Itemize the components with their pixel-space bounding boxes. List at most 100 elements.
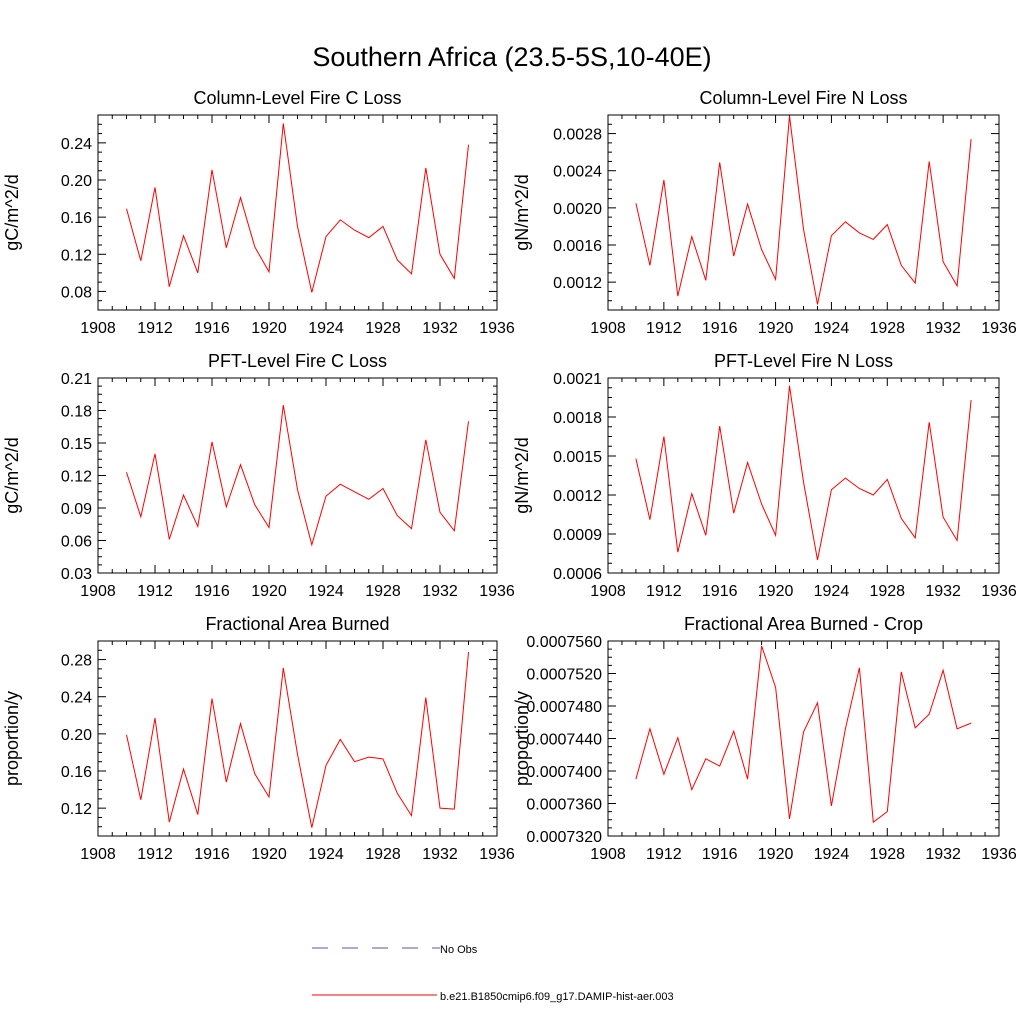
y-tick-label: 0.0007400 xyxy=(526,764,602,781)
y-axis-label: gC/m^2/d xyxy=(2,437,22,513)
x-tick-label: 1932 xyxy=(925,320,961,337)
y-axis-label: gN/m^2/d xyxy=(512,174,532,250)
series-line xyxy=(126,405,469,547)
x-tick-label: 1936 xyxy=(479,583,515,600)
panel-2: Column-Level Fire N Loss gN/m^2/d 1908 1912… xyxy=(512,88,1017,337)
plot-frame xyxy=(607,114,1000,311)
y-tick-label: 0.28 xyxy=(61,653,92,670)
x-tick-label: 1912 xyxy=(646,583,682,600)
plot-frame xyxy=(607,377,1000,574)
y-axis-label: proportion/y xyxy=(512,691,532,786)
panel-title: Column-Level Fire C Loss xyxy=(193,88,401,108)
x-tick-label: 1928 xyxy=(365,846,401,863)
series-line xyxy=(635,385,972,561)
y-tick-label: 0.24 xyxy=(61,136,92,153)
y-axis-label: gC/m^2/d xyxy=(2,174,22,250)
y-axis-label: gN/m^2/d xyxy=(512,437,532,513)
panel-6: Fractional Area Burned - Crop proportion/… xyxy=(512,614,1017,863)
x-tick-label: 1928 xyxy=(869,583,905,600)
x-tick-label: 1916 xyxy=(194,846,230,863)
x-tick-label: 1924 xyxy=(814,583,850,600)
y-tick-label: 0.16 xyxy=(61,210,92,227)
x-tick-label: 1912 xyxy=(646,846,682,863)
y-tick-label: 0.09 xyxy=(61,501,92,518)
x-tick-label: 1908 xyxy=(590,846,626,863)
x-tick-label: 1908 xyxy=(80,583,116,600)
y-tick-label: 0.20 xyxy=(61,727,92,744)
y-tick-label: 0.0021 xyxy=(553,371,602,388)
y-tick-label: 0.21 xyxy=(61,371,92,388)
x-tick-label: 1924 xyxy=(814,320,850,337)
x-tick-label: 1936 xyxy=(479,846,515,863)
x-tick-label: 1912 xyxy=(137,846,173,863)
y-tick-label: 0.15 xyxy=(61,436,92,453)
x-tick-label: 1936 xyxy=(981,846,1017,863)
y-tick-label: 0.12 xyxy=(61,247,92,264)
plot-frame xyxy=(607,640,1000,837)
x-tick-label: 1908 xyxy=(590,320,626,337)
y-tick-label: 0.16 xyxy=(61,764,92,781)
x-tick-label: 1928 xyxy=(869,846,905,863)
x-tick-label: 1932 xyxy=(422,846,458,863)
legend-series-label: b.e21.B1850cmip6.f09_g17.DAMIP-hist-aer.… xyxy=(440,991,674,1003)
y-tick-label: 0.0007520 xyxy=(526,667,602,684)
x-tick-label: 1912 xyxy=(137,320,173,337)
x-tick-label: 1932 xyxy=(925,583,961,600)
x-tick-label: 1924 xyxy=(814,846,850,863)
y-tick-label: 0.0018 xyxy=(553,410,602,427)
series-line xyxy=(635,645,972,824)
y-tick-label: 0.0007560 xyxy=(526,634,602,651)
y-tick-label: 0.08 xyxy=(61,284,92,301)
x-tick-label: 1924 xyxy=(308,320,344,337)
x-tick-label: 1924 xyxy=(308,846,344,863)
y-tick-label: 0.0028 xyxy=(553,127,602,144)
x-tick-label: 1908 xyxy=(590,583,626,600)
x-tick-label: 1936 xyxy=(981,320,1017,337)
panel-title: Fractional Area Burned xyxy=(205,614,389,634)
y-tick-label: 0.0007480 xyxy=(526,699,602,716)
x-tick-label: 1916 xyxy=(194,583,230,600)
y-tick-label: 0.0007320 xyxy=(526,829,602,846)
y-tick-label: 0.0007360 xyxy=(526,797,602,814)
panels: Column-Level Fire C Loss gC/m^2/d 1908 1912… xyxy=(2,88,1017,863)
x-tick-label: 1920 xyxy=(251,846,287,863)
y-tick-label: 0.24 xyxy=(61,690,92,707)
series-line xyxy=(635,115,972,305)
y-tick-label: 0.0020 xyxy=(553,201,602,218)
plot-frame xyxy=(97,114,498,311)
x-tick-label: 1932 xyxy=(422,583,458,600)
x-tick-label: 1920 xyxy=(758,846,794,863)
x-tick-label: 1920 xyxy=(758,583,794,600)
panel-4: PFT-Level Fire N Loss gN/m^2/d 1908 1912 191… xyxy=(512,351,1017,600)
x-tick-label: 1924 xyxy=(308,583,344,600)
y-tick-label: 0.06 xyxy=(61,534,92,551)
y-tick-label: 0.0012 xyxy=(553,275,602,292)
x-tick-label: 1920 xyxy=(251,320,287,337)
series-line xyxy=(126,123,469,293)
panel-title: Column-Level Fire N Loss xyxy=(699,88,907,108)
x-tick-label: 1912 xyxy=(137,583,173,600)
y-tick-label: 0.0012 xyxy=(553,488,602,505)
panel-3: PFT-Level Fire C Loss gC/m^2/d 1908 1912 191… xyxy=(2,351,515,600)
y-tick-label: 0.12 xyxy=(61,801,92,818)
y-tick-label: 0.0016 xyxy=(553,238,602,255)
y-tick-label: 0.0007440 xyxy=(526,732,602,749)
x-tick-label: 1932 xyxy=(925,846,961,863)
x-tick-label: 1928 xyxy=(365,583,401,600)
panel-1: Column-Level Fire C Loss gC/m^2/d 1908 1912… xyxy=(2,88,515,337)
y-tick-label: 0.18 xyxy=(61,404,92,421)
y-tick-label: 0.0015 xyxy=(553,449,602,466)
y-axis-label: proportion/y xyxy=(2,691,22,786)
panel-title: PFT-Level Fire N Loss xyxy=(714,351,893,371)
x-tick-label: 1916 xyxy=(702,583,738,600)
x-tick-label: 1936 xyxy=(981,583,1017,600)
legend-noobs-label: No Obs xyxy=(440,944,478,956)
y-tick-label: 0.03 xyxy=(61,566,92,583)
x-tick-label: 1928 xyxy=(869,320,905,337)
x-tick-label: 1912 xyxy=(646,320,682,337)
x-tick-label: 1920 xyxy=(758,320,794,337)
y-tick-label: 0.12 xyxy=(61,469,92,486)
x-tick-label: 1936 xyxy=(479,320,515,337)
y-tick-label: 0.0024 xyxy=(553,164,602,181)
panel-title: Fractional Area Burned - Crop xyxy=(684,614,923,634)
